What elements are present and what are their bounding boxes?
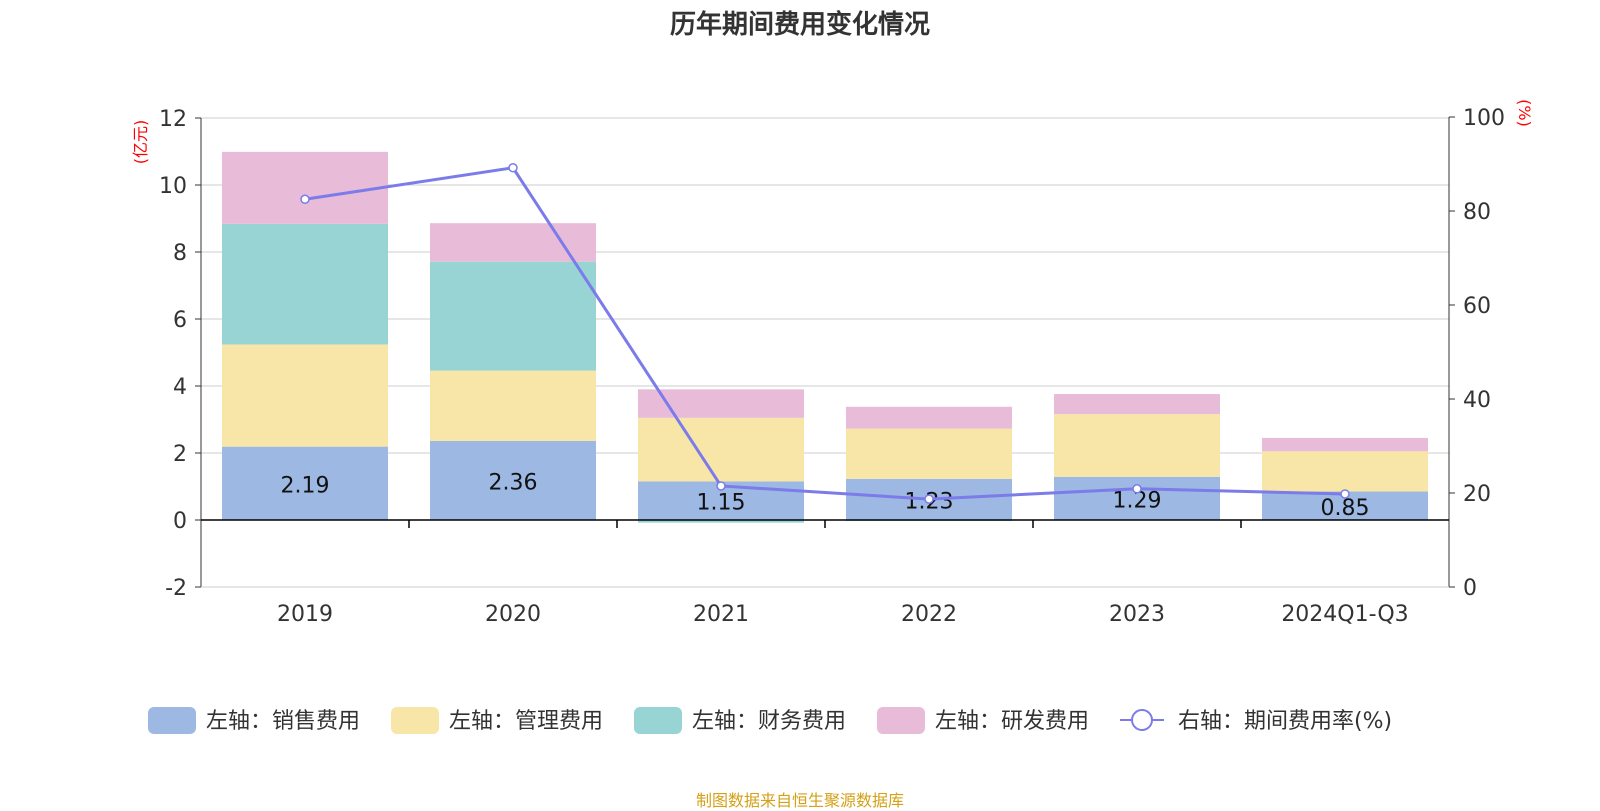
bar (222, 344, 388, 447)
bar-value-label: 2.19 (281, 473, 330, 498)
bar (1054, 414, 1220, 477)
bar (222, 151, 388, 224)
legend-label: 右轴：期间费用率(%) (1178, 709, 1392, 734)
x-axis-tick-label: 2021 (693, 602, 749, 627)
right-axis-tick-label: 60 (1463, 294, 1491, 319)
left-axis-tick-label: -2 (165, 576, 187, 601)
left-axis-tick-label: 2 (173, 442, 187, 467)
legend: 左轴：销售费用 左轴：管理费用 左轴：财务费用 左轴：研发费用 右轴：期间费用率(%) (148, 707, 1392, 734)
right-axis-tick-label: 40 (1463, 388, 1491, 413)
bar (1054, 394, 1220, 415)
right-axis-tick-label: 100 (1463, 106, 1505, 131)
bar-value-label: 2.36 (489, 470, 538, 495)
data-source-note: 制图数据来自恒生聚源数据库 (695, 791, 904, 810)
bar (638, 520, 804, 523)
legend-marker-swatch (1131, 709, 1153, 731)
legend-swatch (391, 707, 439, 734)
bar (846, 406, 1012, 429)
legend-label: 左轴：销售费用 (206, 709, 360, 734)
left-axis-tick-label: 6 (173, 308, 187, 333)
right-axis-tick-label: 80 (1463, 200, 1491, 225)
bar (430, 261, 596, 371)
legend-swatch (877, 707, 925, 734)
left-axis-tick-label: 10 (159, 174, 187, 199)
left-axis-unit: (亿元) (131, 120, 150, 165)
line-point (300, 194, 310, 204)
left-axis-tick-label: 8 (173, 241, 187, 266)
legend-label: 左轴：财务费用 (692, 709, 846, 734)
bar-value-label: 1.15 (697, 491, 746, 516)
line-point (508, 163, 518, 173)
bar (1054, 476, 1220, 520)
right-axis-unit: (%) (1515, 99, 1534, 127)
bar (846, 428, 1012, 479)
left-axis-tick-label: 4 (173, 375, 187, 400)
bar-series (222, 151, 1428, 523)
x-axis-tick-label: 2020 (485, 602, 541, 627)
right-axis-tick-label: 20 (1463, 482, 1491, 507)
grid-lines (201, 117, 1449, 588)
legend-label: 左轴：管理费用 (449, 709, 603, 734)
line-path (304, 166, 1346, 501)
line-series (300, 163, 1350, 504)
legend-label: 左轴：研发费用 (935, 709, 1089, 734)
line-point (716, 481, 726, 491)
x-axis-tick-label: 2019 (277, 602, 333, 627)
bar (430, 223, 596, 262)
legend-swatch (634, 707, 682, 734)
left-axis-tick-label: 0 (173, 509, 187, 534)
bar (638, 389, 804, 418)
bar (430, 370, 596, 441)
bar (222, 223, 388, 345)
bar (638, 417, 804, 482)
bar (222, 446, 388, 520)
legend-swatch (148, 707, 196, 734)
line-point (1132, 484, 1142, 494)
bar (1262, 451, 1428, 492)
bar (430, 440, 596, 520)
bar-value-label: 0.85 (1321, 496, 1370, 521)
right-axis-tick-label: 0 (1463, 576, 1477, 601)
line-point (924, 494, 934, 504)
x-axis-tick-label: 2024Q1-Q3 (1281, 602, 1408, 627)
line-point (1340, 489, 1350, 499)
x-axis-tick-label: 2022 (901, 602, 957, 627)
chart-title: 历年期间费用变化情况 (669, 10, 930, 40)
x-axis-tick-label: 2023 (1109, 602, 1165, 627)
bar (1262, 437, 1428, 452)
left-axis-tick-label: 12 (159, 107, 187, 132)
